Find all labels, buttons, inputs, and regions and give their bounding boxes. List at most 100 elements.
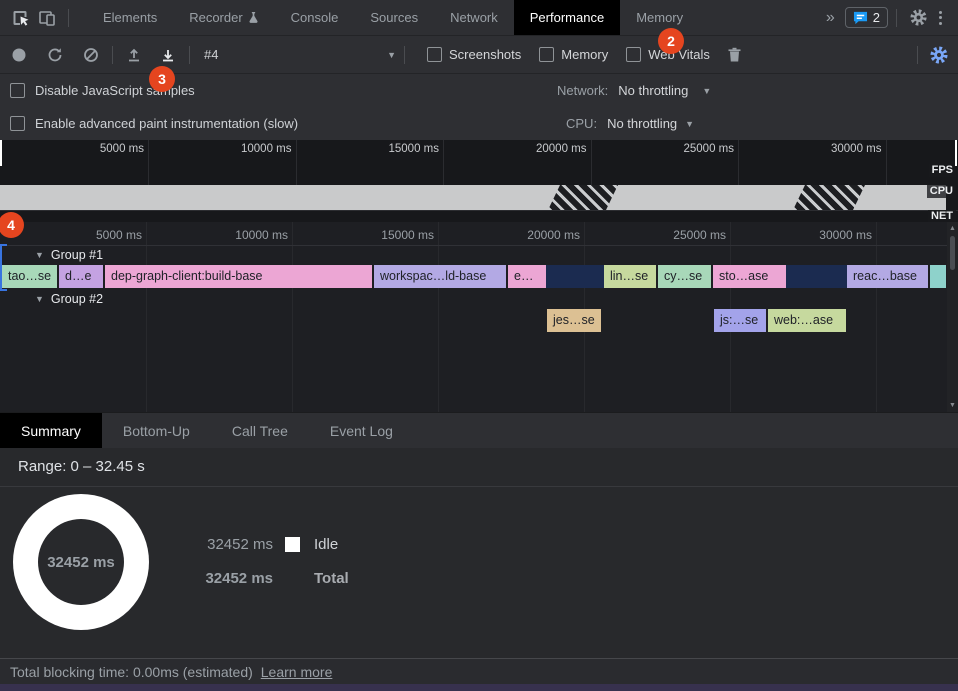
time-tick-label: 25000 ms bbox=[683, 143, 734, 155]
cpu-activity-band bbox=[0, 185, 946, 210]
net-activity-band bbox=[0, 210, 958, 222]
flame-bar[interactable]: workspac…ld-base bbox=[374, 265, 506, 288]
scroll-up-icon[interactable]: ▲ bbox=[949, 225, 956, 232]
flame-bar[interactable]: reac…base bbox=[847, 265, 928, 288]
flame-chart[interactable]: 5000 ms 10000 ms 15000 ms 20000 ms 25000 ms 3… bbox=[0, 222, 958, 412]
capture-settings-gear-icon[interactable] bbox=[926, 42, 952, 68]
capture-checkbox-memory[interactable]: Memory bbox=[539, 47, 608, 62]
divider bbox=[189, 45, 190, 64]
checkbox-advanced-paint[interactable] bbox=[10, 116, 25, 131]
learn-more-link[interactable]: Learn more bbox=[260, 663, 333, 680]
option-row-js-samples: Disable JavaScript samples Network: No t… bbox=[0, 74, 958, 107]
tab-label: Sources bbox=[370, 10, 419, 25]
recording-history-select[interactable]: #4 ▼ bbox=[204, 47, 396, 62]
total-value: 32452 ms bbox=[205, 570, 273, 587]
flame-bar[interactable] bbox=[786, 265, 847, 288]
more-tabs-icon[interactable]: » bbox=[825, 8, 835, 26]
tab-memory[interactable]: Memory bbox=[620, 0, 699, 35]
group-header-1[interactable]: ▼ Group #1 bbox=[0, 246, 948, 264]
settings-gear-icon[interactable] bbox=[905, 5, 931, 31]
tab-label: Performance bbox=[529, 10, 605, 25]
overview-right-handle[interactable] bbox=[955, 140, 957, 166]
time-tick-label: 15000 ms bbox=[381, 228, 434, 242]
track-label-fps: FPS bbox=[928, 164, 956, 177]
capture-checkbox-screenshots[interactable]: Screenshots bbox=[427, 47, 521, 62]
total-label: Total bbox=[314, 570, 349, 587]
clear-icon[interactable] bbox=[78, 42, 104, 68]
tab-recorder[interactable]: Recorder bbox=[173, 0, 274, 35]
time-tick-label: 20000 ms bbox=[527, 228, 580, 242]
divider bbox=[404, 45, 405, 64]
flame-bar[interactable]: cy…se bbox=[658, 265, 711, 288]
tbt-footer: Total blocking time: 0.00ms (estimated) … bbox=[0, 658, 958, 684]
scroll-down-icon[interactable]: ▼ bbox=[949, 402, 956, 409]
option-label: Enable advanced paint instrumentation (s… bbox=[35, 116, 299, 131]
time-tick-label: 30000 ms bbox=[830, 143, 882, 155]
flame-bar[interactable]: tao…se bbox=[2, 265, 57, 288]
gridline bbox=[876, 222, 877, 412]
tab-elements[interactable]: Elements bbox=[87, 0, 173, 35]
save-profile-icon[interactable] bbox=[155, 42, 181, 68]
gridline bbox=[295, 140, 297, 222]
option-row-paint-instrumentation: Enable advanced paint instrumentation (s… bbox=[0, 107, 958, 140]
details-tab-call-tree[interactable]: Call Tree bbox=[231, 422, 288, 439]
flame-bar[interactable]: dep-graph-client:build-base bbox=[105, 265, 372, 288]
checkbox-disable-js-samples[interactable] bbox=[10, 83, 25, 98]
checkbox[interactable] bbox=[427, 47, 442, 62]
time-tick-label: 5000 ms bbox=[95, 228, 142, 242]
timeline-overview[interactable]: 5000 ms 10000 ms 15000 ms 20000 ms 25000 ms 3… bbox=[0, 140, 958, 222]
idle-value: 32452 ms bbox=[207, 536, 273, 553]
flame-bar[interactable]: d…e bbox=[59, 265, 103, 288]
load-profile-icon[interactable] bbox=[121, 42, 147, 68]
flame-bar[interactable] bbox=[930, 265, 946, 288]
tbt-text: Total blocking time: 0.00ms (estimated) bbox=[10, 663, 253, 680]
details-tab-summary[interactable]: Summary bbox=[0, 413, 102, 448]
device-toolbar-icon[interactable] bbox=[34, 5, 60, 31]
checkbox[interactable] bbox=[539, 47, 555, 62]
record-button[interactable] bbox=[6, 42, 32, 68]
tab-sources[interactable]: Sources bbox=[354, 0, 434, 35]
cpu-throttling-control: CPU: No throttling ▼ bbox=[566, 116, 694, 131]
details-tab-bottom-up[interactable]: Bottom-Up bbox=[122, 422, 190, 439]
time-tick-label: 5000 ms bbox=[99, 143, 144, 155]
tab-performance[interactable]: Performance bbox=[513, 0, 621, 35]
chevron-down-icon: ▼ bbox=[702, 85, 712, 96]
network-throttling-control: Network: No throttling ▼ bbox=[557, 83, 711, 98]
details-tab-event-log[interactable]: Event Log bbox=[329, 422, 393, 439]
time-tick-label: 10000 ms bbox=[240, 143, 292, 155]
flame-bar[interactable] bbox=[546, 265, 604, 288]
flame-bar[interactable]: lin…se bbox=[604, 265, 656, 288]
scrollbar-thumb[interactable] bbox=[950, 236, 955, 270]
tab-label: Network bbox=[450, 10, 498, 25]
checkbox[interactable] bbox=[626, 47, 642, 62]
track-label-net: NET bbox=[928, 210, 956, 222]
devtools-tabs: Elements Recorder Console Sources Network Per… bbox=[87, 0, 699, 35]
tab-console[interactable]: Console bbox=[275, 0, 355, 35]
gridline bbox=[443, 140, 444, 222]
group-header-2[interactable]: ▼ Group #2 bbox=[0, 290, 948, 308]
cpu-label: CPU: bbox=[566, 116, 598, 131]
flame-bar[interactable]: jes…se bbox=[547, 309, 601, 332]
flame-bar[interactable]: e… bbox=[508, 265, 546, 288]
chat-icon bbox=[853, 11, 867, 24]
flame-bar[interactable]: sto…ase bbox=[713, 265, 786, 288]
kebab-menu-icon[interactable] bbox=[931, 10, 950, 25]
tab-network[interactable]: Network bbox=[434, 0, 514, 35]
overview-left-handle[interactable] bbox=[0, 140, 2, 166]
flame-scrollbar[interactable]: ▲ ▼ bbox=[947, 222, 958, 412]
time-tick-label: 20000 ms bbox=[535, 143, 587, 155]
network-throttling-select[interactable]: No throttling bbox=[618, 83, 689, 98]
window-edge-strip bbox=[0, 684, 958, 691]
flame-bar[interactable]: js:…se bbox=[714, 309, 766, 332]
issues-counter[interactable]: 2 bbox=[844, 7, 888, 28]
time-breakdown-donut: 32452 ms bbox=[13, 494, 149, 630]
cpu-throttling-select[interactable]: No throttling bbox=[607, 116, 678, 131]
reload-and-record-button[interactable] bbox=[42, 42, 68, 68]
trash-icon[interactable] bbox=[722, 42, 748, 68]
inspect-element-icon[interactable] bbox=[8, 5, 34, 31]
annotation-badge-4: 4 bbox=[0, 212, 24, 238]
gridline bbox=[438, 222, 439, 412]
flame-bar[interactable]: web:…ase bbox=[768, 309, 846, 332]
divider bbox=[896, 8, 897, 27]
gridline bbox=[146, 222, 147, 412]
